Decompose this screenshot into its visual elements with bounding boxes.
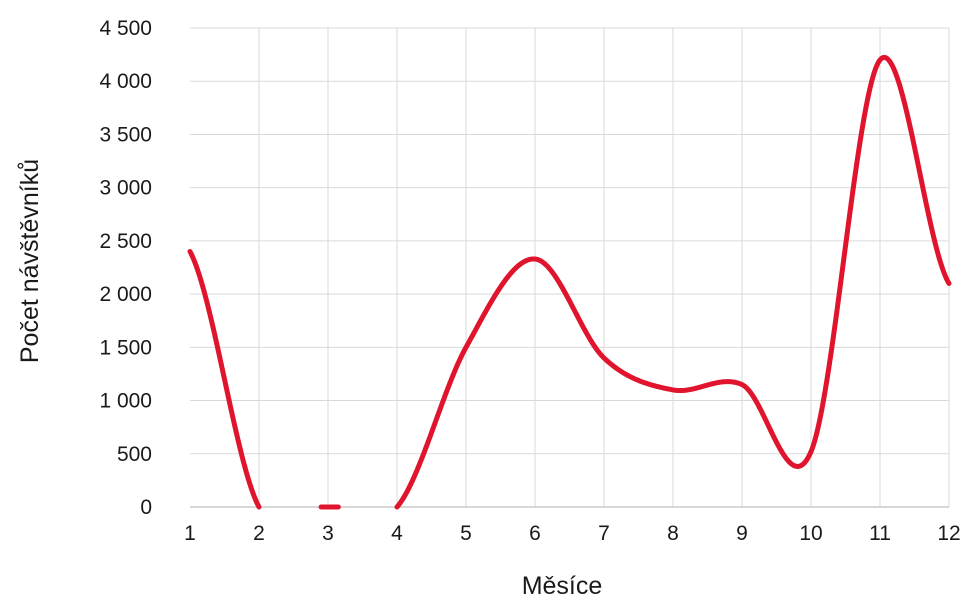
series-line — [187, 249, 262, 510]
series-layer — [187, 54, 952, 510]
x-tick-label: 3 — [322, 522, 334, 545]
x-tick-label: 7 — [598, 522, 610, 545]
x-tick-label: 11 — [869, 522, 891, 545]
y-tick-label: 0 — [140, 496, 152, 519]
series-line — [394, 54, 952, 510]
x-axis-title: Měsíce — [522, 572, 603, 599]
x-tick-label: 5 — [460, 522, 472, 545]
y-tick-label: 3 500 — [99, 123, 152, 146]
y-tick-label: 3 000 — [99, 177, 152, 200]
y-tick-label: 1 000 — [99, 390, 152, 413]
x-tick-label: 2 — [253, 522, 265, 545]
x-tick-label: 4 — [391, 522, 403, 545]
y-tick-label: 2 000 — [99, 283, 152, 306]
y-tick-label: 4 500 — [99, 17, 152, 40]
x-tick-label: 10 — [799, 522, 822, 545]
x-tick-label: 9 — [736, 522, 748, 545]
y-tick-label: 2 500 — [99, 230, 152, 253]
grid-layer — [190, 27, 950, 508]
y-tick-label: 1 500 — [99, 336, 152, 359]
x-tick-label: 6 — [529, 522, 541, 545]
x-tick-label: 12 — [937, 522, 960, 545]
y-axis-ticks: 0 500 1 000 1 500 2 000 2 500 3 000 3 500 4 000 4… — [99, 17, 152, 519]
x-tick-label: 1 — [184, 522, 196, 545]
y-tick-label: 500 — [117, 443, 152, 466]
x-axis-ticks: 1 2 3 4 5 6 7 8 9 10 11 12 — [184, 522, 961, 545]
y-axis-title: Počet návštěvníků — [16, 159, 44, 363]
x-tick-label: 8 — [667, 522, 679, 545]
y-tick-label: 4 000 — [99, 70, 152, 93]
